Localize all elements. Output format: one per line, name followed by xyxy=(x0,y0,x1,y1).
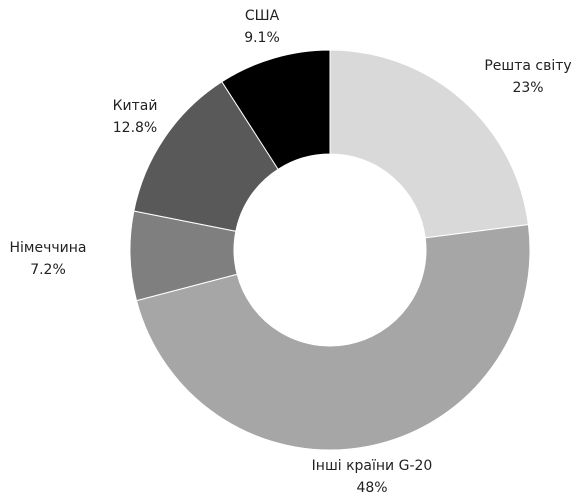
slice-value: 12.8% xyxy=(113,120,157,136)
slice-label: Китай xyxy=(113,98,158,114)
slice-label: Німеччина xyxy=(10,240,87,256)
donut-slice xyxy=(221,49,331,170)
slice-value: 23% xyxy=(512,80,543,96)
slice-label: Інші країни G-20 xyxy=(312,458,433,474)
donut-slice xyxy=(329,49,529,239)
slice-value: 7.2% xyxy=(30,262,66,278)
slice-label: Решта світу xyxy=(484,58,571,74)
donut-slice xyxy=(135,224,531,451)
slice-value: 9.1% xyxy=(244,30,280,46)
slice-value: 48% xyxy=(356,480,387,496)
slice-label: США xyxy=(245,8,280,24)
